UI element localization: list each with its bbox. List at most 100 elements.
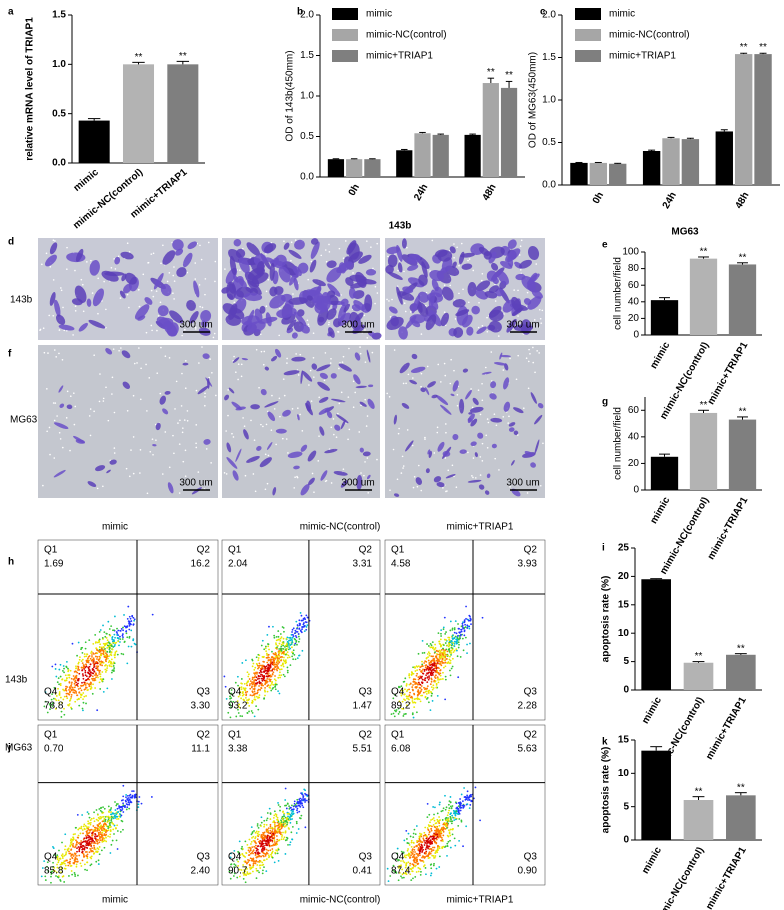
speck [342,355,345,358]
dot [442,666,445,669]
dot [296,807,299,810]
dot [111,635,114,638]
dot [87,660,89,663]
panel-label: d [8,237,14,248]
dot [453,837,456,840]
dot [459,636,461,639]
dot [82,855,85,857]
cell [45,254,57,267]
cell [486,473,491,479]
cell [452,380,459,392]
dot [56,866,59,869]
dot [73,862,75,865]
dot [120,628,123,630]
speck [58,329,61,331]
speck [152,295,155,298]
speck [494,300,497,302]
dot [98,841,101,844]
speck [402,467,404,469]
dot [266,670,269,673]
dot [104,635,107,638]
dot [105,829,108,832]
dot [290,633,293,636]
dot [420,665,423,668]
dot [440,664,443,667]
cell [326,260,337,269]
dot [108,664,111,667]
dot [63,671,65,674]
cell [407,264,419,271]
dot [429,672,432,675]
dot [294,629,297,632]
dot [83,823,86,826]
speck [313,491,315,493]
dot [269,684,272,687]
dot [449,650,452,652]
dot [439,829,442,832]
dot [98,846,101,848]
dot [291,825,294,828]
dot [423,662,426,664]
dot [409,862,412,865]
dot [75,854,78,857]
dot [277,666,279,669]
dot [286,651,289,654]
cell [476,280,491,292]
cell [119,290,126,299]
dot [52,697,55,700]
speck [479,456,482,458]
dot [89,823,92,826]
cell [266,441,273,450]
dot [261,843,264,846]
cell [172,239,184,251]
speck [195,424,198,426]
dot [296,811,299,814]
dot [273,839,276,842]
cell [313,284,322,304]
dot [100,829,103,832]
dot [60,854,63,857]
dot [412,680,415,683]
cell [293,465,300,470]
dot [94,848,97,851]
dot [300,631,303,634]
dot [424,690,427,693]
speck [287,452,289,454]
speck [364,329,366,331]
dot [269,839,272,841]
dot [464,623,467,626]
cell [292,265,302,277]
dot [432,864,435,867]
cell [197,385,209,395]
speck [330,357,332,360]
cell [232,274,239,283]
dot [418,692,420,695]
speck [210,462,212,464]
dot [100,824,103,827]
cell [398,326,408,340]
dot [466,794,469,797]
dot [267,653,270,656]
cell [272,486,277,496]
dot [284,853,287,855]
dot [289,664,292,667]
dot [107,827,110,830]
dot [297,828,300,830]
dot [50,871,53,873]
cell [294,311,307,327]
dot [238,868,241,871]
speck [69,449,71,452]
speck [66,246,68,249]
dot [81,662,84,665]
dot [438,678,441,681]
speck [478,301,480,304]
dot [275,643,278,646]
speck [214,260,217,263]
speck [366,415,369,417]
speck [513,478,516,481]
dot [430,690,432,693]
dot [415,674,418,677]
dot [230,863,233,866]
dot [429,683,432,686]
speck [117,255,120,258]
